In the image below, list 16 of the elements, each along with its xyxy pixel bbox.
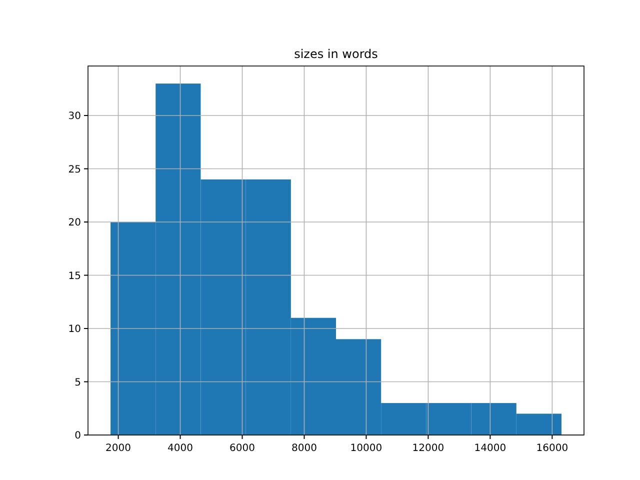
y-tick-label: 0 bbox=[74, 430, 81, 442]
y-tick-label: 10 bbox=[68, 324, 81, 336]
x-tick-label: 14000 bbox=[474, 443, 506, 454]
x-tick-label: 16000 bbox=[536, 443, 568, 454]
x-tick-label: 6000 bbox=[230, 443, 255, 454]
x-tick-label: 10000 bbox=[350, 443, 382, 454]
x-tick-label: 4000 bbox=[168, 443, 193, 454]
y-tick-label: 15 bbox=[68, 270, 81, 282]
y-tick-label: 25 bbox=[68, 164, 81, 176]
x-tick-label: 2000 bbox=[106, 443, 132, 454]
y-tick-label: 5 bbox=[74, 377, 81, 388]
y-tick-label: 30 bbox=[68, 111, 81, 122]
x-tick-label: 8000 bbox=[292, 443, 317, 454]
x-tick-label: 12000 bbox=[412, 443, 444, 454]
y-tick-label: 20 bbox=[68, 218, 81, 229]
chart-title: sizes in words bbox=[294, 47, 378, 61]
